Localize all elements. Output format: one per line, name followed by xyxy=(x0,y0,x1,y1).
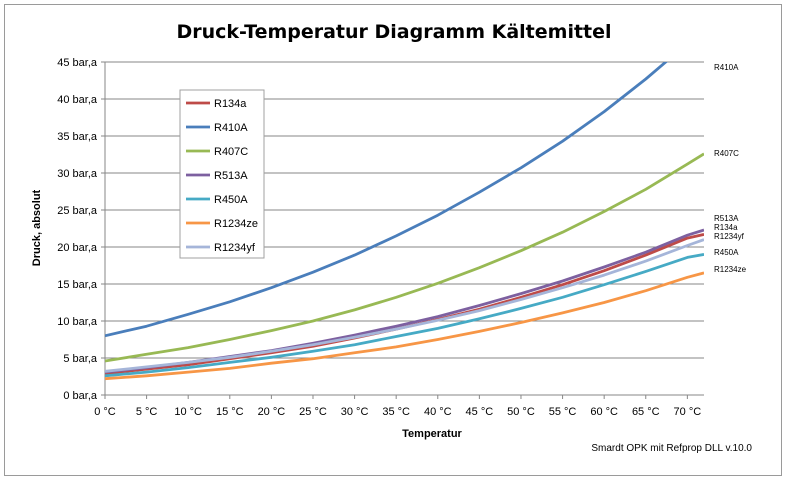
end-label-r450a: R450A xyxy=(714,248,739,257)
y-tick-label: 45 bar,a xyxy=(57,57,98,69)
x-tick-label: 45 °C xyxy=(466,406,494,418)
series-line-r1234yf xyxy=(105,238,704,373)
x-tick-labels: 0 °C 5 °C 10 °C 15 °C 20 °C 25 °C 30 °C 35 °C 40… xyxy=(94,406,701,418)
y-tick-label: 40 bar,a xyxy=(57,94,98,106)
x-tick-label: 55 °C xyxy=(549,406,577,418)
grid-lines xyxy=(105,61,704,359)
end-label-r1234yf: R1234yf xyxy=(714,232,745,241)
series-line-r407c xyxy=(105,152,704,363)
chart-title: Druck-Temperatur Diagramm Kältemittel xyxy=(176,21,611,43)
legend: R134a R410A R407C R513A R450A R1234ze R1234yf xyxy=(179,89,265,259)
x-tick-label: 10 °C xyxy=(174,406,202,418)
legend-label-r450a: R450A xyxy=(214,194,248,206)
axes xyxy=(101,61,704,399)
legend-label-r410a: R410A xyxy=(214,122,248,134)
x-tick-label: 40 °C xyxy=(424,406,452,418)
y-tick-label: 20 bar,a xyxy=(57,242,98,254)
end-label-r513a: R513A xyxy=(714,214,739,223)
end-label-r134a: R134a xyxy=(714,223,738,232)
y-axis-label: Druck, absolut xyxy=(31,189,43,266)
series-line-r410a xyxy=(105,62,668,338)
series-end-labels: R134a R410A R407C R513A R450A R1234ze R1234yf xyxy=(714,63,747,274)
y-tick-label: 10 bar,a xyxy=(57,316,98,328)
x-tick-label: 25 °C xyxy=(299,406,327,418)
series-lines xyxy=(105,62,704,381)
y-tick-label: 0 bar,a xyxy=(63,390,98,402)
legend-label-r407c: R407C xyxy=(214,146,248,158)
x-axis-label: Temperatur xyxy=(402,428,462,440)
x-tick-label: 50 °C xyxy=(507,406,535,418)
x-tick-label: 20 °C xyxy=(258,406,286,418)
x-tick-label: 15 °C xyxy=(216,406,244,418)
x-tick-label: 60 °C xyxy=(590,406,618,418)
x-tick-label: 65 °C xyxy=(632,406,660,418)
y-tick-label: 15 bar,a xyxy=(57,279,98,291)
series-line-r450a xyxy=(105,253,704,378)
legend-label-r513a: R513A xyxy=(214,170,248,182)
chart-frame xyxy=(4,4,782,476)
series-line-r1234ze xyxy=(105,271,704,381)
x-tick-label: 5 °C xyxy=(136,406,158,418)
x-tick-label: 30 °C xyxy=(341,406,369,418)
legend-label-r1234ze: R1234ze xyxy=(214,218,258,230)
x-tick-label: 70 °C xyxy=(674,406,702,418)
y-tick-labels: 0 bar,a 5 bar,a 10 bar,a 15 bar,a 20 bar,a 25… xyxy=(57,57,98,402)
end-label-r1234ze: R1234ze xyxy=(714,265,747,274)
y-tick-label: 30 bar,a xyxy=(57,168,98,180)
legend-label-r134a: R134a xyxy=(214,98,247,110)
x-tick-label: 35 °C xyxy=(382,406,410,418)
x-tick-label: 0 °C xyxy=(94,406,116,418)
y-tick-label: 35 bar,a xyxy=(57,131,98,143)
source-note: Smardt OPK mit Refprop DLL v.10.0 xyxy=(591,443,752,454)
y-tick-label: 25 bar,a xyxy=(57,205,98,217)
y-tick-label: 5 bar,a xyxy=(63,353,98,365)
legend-label-r1234yf: R1234yf xyxy=(214,242,256,254)
end-label-r410a: R410A xyxy=(714,63,739,72)
end-label-r407c: R407C xyxy=(714,149,739,158)
